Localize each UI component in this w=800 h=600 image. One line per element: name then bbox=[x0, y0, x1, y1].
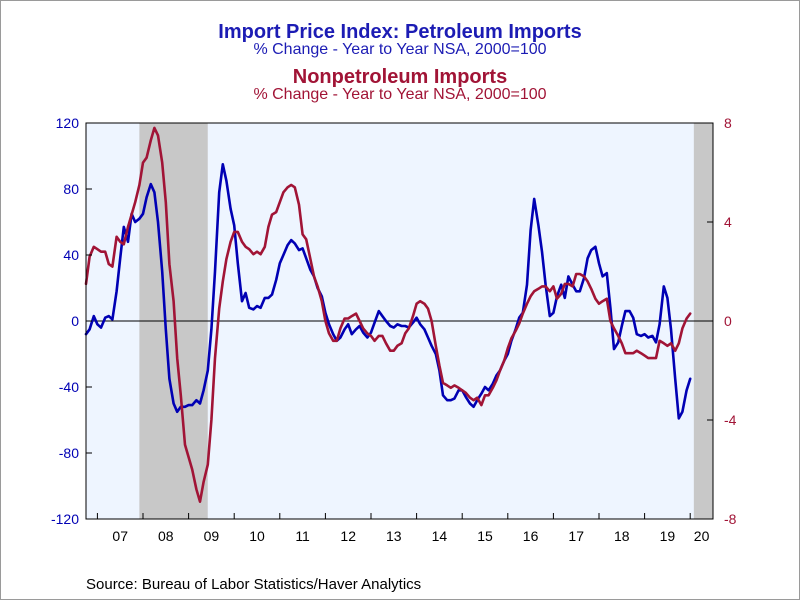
x-tick-label: 07 bbox=[112, 528, 128, 544]
y-right-tick-label: -8 bbox=[724, 511, 737, 527]
y-right-tick-label: 0 bbox=[724, 313, 732, 329]
x-tick-label: 19 bbox=[660, 528, 676, 544]
chart-title-petroleum: Import Price Index: Petroleum Imports bbox=[218, 21, 582, 43]
x-tick-label: 09 bbox=[204, 528, 220, 544]
y-left-tick-label: 80 bbox=[63, 181, 79, 197]
x-tick-label: 11 bbox=[295, 528, 310, 544]
x-tick-label: 14 bbox=[432, 528, 448, 544]
x-tick-label: 16 bbox=[523, 528, 539, 544]
y-left-tick-label: 40 bbox=[63, 247, 79, 263]
x-tick-label: 13 bbox=[386, 528, 402, 544]
series-line-petroleum bbox=[84, 163, 692, 420]
chart-title-nonpetroleum: Nonpetroleum Imports bbox=[292, 66, 508, 88]
y-right-tick-label: 8 bbox=[724, 115, 732, 131]
y-right-tick-label: 4 bbox=[724, 214, 732, 230]
chart-subtitle-nonpetroleum: % Change - Year to Year NSA, 2000=100 bbox=[253, 86, 547, 103]
y-left-tick-label: -120 bbox=[51, 511, 79, 527]
y-right-tick-label: -4 bbox=[724, 412, 737, 428]
x-tick-label: 12 bbox=[340, 528, 356, 544]
y-left-tick-label: 0 bbox=[71, 313, 79, 329]
y-left-tick-label: -40 bbox=[59, 379, 79, 395]
x-tick-label: 17 bbox=[568, 528, 584, 544]
x-tick-label: 20 bbox=[694, 528, 710, 544]
y-left-tick-label: -80 bbox=[59, 445, 79, 461]
x-tick-label: 18 bbox=[614, 528, 630, 544]
x-tick-label: 08 bbox=[158, 528, 174, 544]
x-tick-label: 10 bbox=[249, 528, 265, 544]
chart-subtitle-petroleum: % Change - Year to Year NSA, 2000=100 bbox=[253, 41, 547, 58]
series-line-nonpetroleum bbox=[84, 126, 692, 504]
y-left-tick-label: 120 bbox=[56, 115, 80, 131]
x-tick-label: 15 bbox=[477, 528, 493, 544]
source-note: Source: Bureau of Labor Statistics/Haver… bbox=[86, 576, 422, 593]
